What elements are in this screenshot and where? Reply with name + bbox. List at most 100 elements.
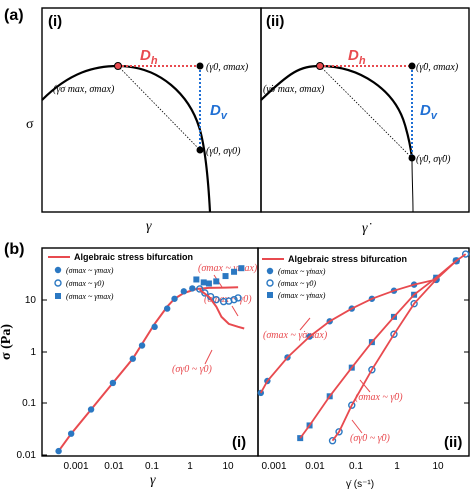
point-filled-1-9 — [180, 288, 187, 295]
right-fit-line-2 — [331, 253, 467, 442]
point-square-3-6 — [238, 265, 245, 272]
b-right-ann-bottom: (σγ̇0 ~ γ̇0) — [350, 433, 391, 444]
point-open-2-6 — [230, 295, 238, 304]
left-top-point — [196, 62, 204, 70]
point-square-3-4 — [222, 273, 229, 280]
panel-a-right-x-label: γ̇ — [362, 221, 372, 236]
panel-b-left-plot — [55, 265, 245, 455]
y-tick-0.01: 0.01 — [17, 450, 37, 461]
point-filled-1-10 — [189, 285, 196, 292]
point-open-2-1 — [201, 289, 209, 297]
point-open-2-4 — [390, 330, 398, 338]
point-filled-1-0 — [55, 447, 62, 455]
dv-left-label: Dv — [210, 102, 228, 122]
right-x-tick-0.001: 0.001 — [261, 461, 286, 472]
legend-open-label: (σmax ~ γ0) — [66, 279, 104, 288]
point-filled-1-8 — [171, 295, 178, 302]
point-open-2-5 — [410, 299, 418, 308]
left-x-tick-1: 1 — [187, 461, 193, 472]
right-ann-bottom: (γ̇0, σγ̇0) — [416, 154, 451, 165]
right-bottom-point — [408, 154, 416, 162]
point-open-2-3 — [368, 366, 376, 374]
legend-right-filled-circle — [266, 267, 274, 275]
panel-b-right-sublabel: (ii) — [444, 434, 462, 451]
point-open-2-0 — [328, 437, 337, 445]
legend-right-open-circle — [266, 279, 274, 287]
left-diagonal — [117, 65, 201, 151]
b-left-ann-middle: (σmax ~ γ0) — [204, 294, 252, 305]
legend-right-filled-label: (σmax ~ γ̇max) — [278, 267, 326, 276]
point-square-3-0 — [193, 276, 200, 283]
point-open-2-8 — [461, 250, 470, 258]
right-x-tick-0.01: 0.01 — [305, 461, 325, 472]
panel-b-left-x-label: γ — [150, 473, 156, 488]
right-x-tick-0.1: 0.1 — [349, 461, 363, 472]
dh-right-label: Dh — [348, 47, 366, 67]
y-tick-marks — [42, 299, 469, 456]
point-open-2-3 — [212, 295, 220, 304]
point-filled-1-2 — [87, 406, 95, 413]
point-filled-1-3 — [109, 379, 117, 387]
legend-right-open-label: (σmax ~ γ̇0) — [278, 279, 316, 288]
left-max-point — [114, 62, 122, 70]
dv-right-label: Dv — [420, 102, 438, 122]
panel-b-right-x-ticks: 0.001 0.01 0.1 1 10 — [261, 461, 444, 472]
point-open-2-0 — [195, 285, 204, 293]
left-ann-max: (γσ max, σmax) — [53, 84, 115, 95]
point-open-2-4 — [219, 297, 228, 306]
legend-square — [55, 293, 61, 299]
panel-b-left-sublabel: (i) — [232, 434, 246, 451]
b-right-ann-top: (σmax ~ γ̇σmax) — [263, 330, 328, 341]
panel-a-right-frame — [260, 7, 470, 213]
left-x-tick-0.01: 0.01 — [104, 461, 124, 472]
point-square-1-0 — [297, 435, 304, 442]
point-filled-1-6 — [151, 323, 158, 331]
b-right-ann-middle: (σmax ~ γ̇0) — [355, 392, 403, 403]
legend-right: Algebraic stress bifurcation (σmax ~ γ̇m… — [262, 254, 407, 300]
panel-a-label: (a) — [4, 7, 24, 24]
point-open-2-2 — [348, 401, 356, 409]
left-x-tick-0.1: 0.1 — [145, 461, 159, 472]
point-open-2-7 — [234, 294, 242, 302]
point-square-3-5 — [231, 268, 238, 275]
panel-b-label: (b) — [4, 241, 24, 258]
panel-a-right-sublabel: (ii) — [266, 13, 284, 30]
point-square-3-3 — [213, 278, 220, 285]
panel-a-left-frame — [41, 7, 262, 213]
right-x-tick-10: 10 — [432, 461, 444, 472]
right-top-point — [408, 62, 416, 70]
y-tick-10: 10 — [25, 295, 37, 306]
left-ann-top: (γ0, σmax) — [206, 62, 249, 73]
legend-filled-label: (σmax ~ γmax) — [66, 266, 114, 275]
right-ann-max: (γ̇σ max, σmax) — [263, 84, 325, 95]
panel-a-left-sublabel: (i) — [48, 13, 62, 30]
point-open-2-7 — [452, 257, 460, 265]
right-fit-line-0 — [260, 278, 437, 394]
panel-a-right-curve — [260, 64, 414, 159]
left-x-tick-10: 10 — [222, 461, 234, 472]
point-open-2-1 — [335, 428, 343, 436]
left-x-tick-0.001: 0.001 — [63, 461, 88, 472]
b-left-ann-top: (σmax ~ γmax) — [198, 263, 258, 274]
legend-filled-circle — [54, 266, 62, 274]
left-ann-bottom: (γ0, σγ0) — [206, 146, 241, 157]
y-tick-0.1: 0.1 — [22, 398, 36, 409]
series-line-4 — [199, 289, 245, 330]
panel-a-right-tail — [411, 157, 414, 213]
legend-right-line-label: Algebraic stress bifurcation — [288, 254, 407, 264]
panel-b-right-plot — [257, 250, 470, 445]
b-left-ann-bottom: (σγ0 ~ γ0) — [172, 364, 213, 375]
panel-b-left-x-ticks: 0.001 0.01 0.1 1 10 — [63, 461, 234, 472]
legend-open-circle — [54, 279, 62, 287]
point-filled-1-4 — [129, 355, 137, 362]
legend-right-square-label: (σmax ~ γ̇max) — [278, 291, 326, 300]
panel-a-y-label: σ — [26, 117, 34, 132]
panel-b-right-x-label: γ̇ (s⁻¹) — [346, 479, 374, 490]
point-square-3-2 — [205, 280, 212, 287]
legend-right-square — [267, 292, 273, 298]
right-diagonal — [319, 65, 413, 159]
panel-b-y-ticks: 10 1 0.1 0.01 — [17, 295, 37, 461]
right-x-tick-1: 1 — [394, 461, 400, 472]
y-tick-1: 1 — [30, 347, 36, 358]
